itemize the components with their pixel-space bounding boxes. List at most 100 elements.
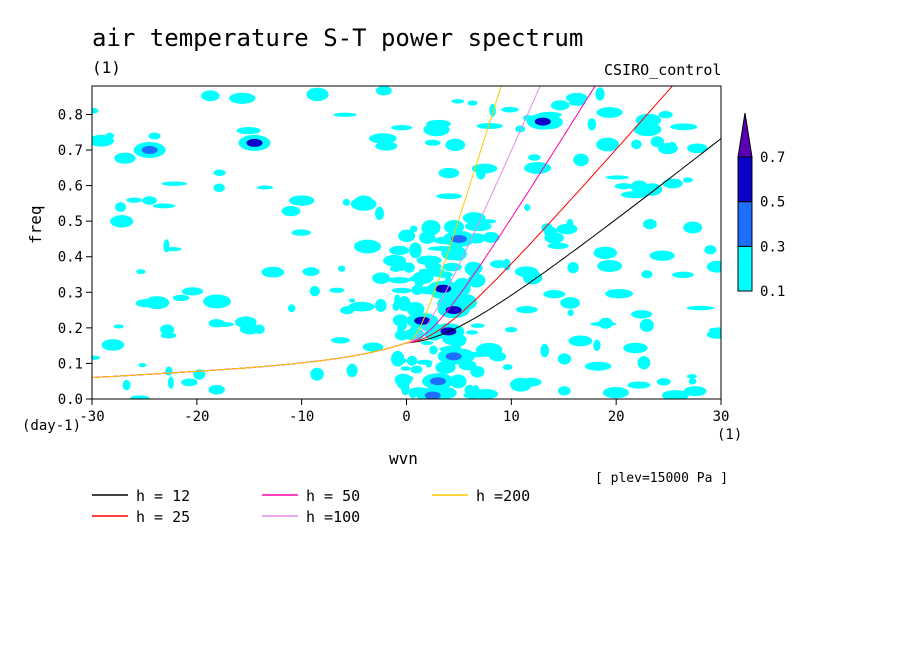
power-band-patch [429,345,438,355]
power-band-patch [409,225,418,233]
noise-patch [375,86,392,96]
noise-patch [234,316,257,328]
power-band-patch [467,273,486,288]
power-band-patch [419,231,436,244]
noise-patch [543,290,566,299]
noise-patch [329,287,345,293]
noise-patch [201,90,220,102]
x-tick-label: 30 [713,409,730,425]
power-band-patch [391,287,412,294]
noise-patch [623,342,648,354]
power-band-patch [410,365,423,374]
noise-patch [281,205,301,217]
noise-patch [686,305,715,311]
noise-patch [541,223,553,233]
noise-patch [482,231,500,243]
noise-patch [136,269,146,275]
x-axis-label: wvn [389,449,418,468]
colorbar-label: 0.7 [760,150,785,166]
power-blob [450,234,467,243]
noise-patch [340,306,355,315]
y-tick-label: 0.3 [58,285,83,301]
noise-patch [631,139,642,150]
power-blob [429,377,446,386]
plev-annotation: [ plev=15000 Pa ] [595,471,729,486]
legend-label: h =100 [306,508,360,526]
noise-patch [114,152,136,164]
noise-patch [130,395,150,399]
noise-patch [287,304,296,313]
power-band-patch [400,366,411,371]
noise-patch [522,270,543,285]
noise-patch [164,247,182,252]
noise-patch [369,133,397,144]
power-band-patch [391,350,405,367]
noise-patch [451,99,465,104]
noise-patch [476,166,486,180]
noise-patch [309,285,321,297]
x-tick-label: -20 [184,409,209,425]
noise-patch [631,310,653,319]
noise-patch [587,118,597,131]
noise-patch [683,221,703,234]
y-tick-label: 0.1 [58,356,83,372]
power-blob [435,284,452,293]
noise-patch [348,298,356,303]
power-band-patch [398,229,416,243]
noise-patch [306,87,329,102]
noise-patch [348,301,375,312]
noise-patch [505,326,518,333]
noise-patch [557,353,572,365]
noise-patch [101,339,125,351]
noise-patch [524,166,544,172]
noise-patch [657,142,678,155]
noise-patch [337,265,346,272]
y-tick-label: 0.6 [58,179,83,195]
power-band-patch [433,271,454,278]
legend-label: h =200 [476,487,530,505]
noise-patch [346,363,358,378]
noise-patch [593,339,601,352]
power-band-patch [470,323,485,328]
noise-patch [425,139,441,146]
noise-patch [688,378,697,385]
noise-patch [502,364,513,370]
noise-patch [423,123,450,137]
x-tick-label: 0 [402,409,410,425]
dispersion-curve [92,138,721,378]
noise-patch [489,260,508,268]
noise-patch [605,175,630,180]
noise-patch [602,386,629,399]
noise-patch [658,111,673,119]
x-axis-unit: (1) [717,427,743,443]
noise-patch [515,125,526,133]
model-label: CSIRO_control [604,61,722,79]
noise-patch [372,272,391,284]
noise-patch [160,324,175,335]
chart-title: air temperature S-T power spectrum [92,24,584,52]
noise-patch [649,250,675,261]
noise-patch [310,367,324,381]
noise-patch [92,107,99,114]
noise-patch [528,154,541,161]
noise-patch [662,178,683,189]
power-band-patch [397,321,405,337]
dispersion-curve [92,86,502,378]
legend-label: h = 50 [306,487,360,505]
power-band-patch [464,261,482,276]
power-band-patch [420,340,434,345]
power-band-patch [470,365,485,378]
power-band-patch [389,245,410,256]
noise-patch [641,270,653,279]
noise-patch [92,134,115,147]
noise-patch [213,183,225,193]
noise-patch [516,306,538,314]
power-band-patch [409,242,422,259]
noise-patch [590,321,617,327]
noise-patch [566,218,574,229]
colorbar-label: 0.3 [760,239,785,255]
noise-patch [464,221,492,232]
y-tick-label: 0.4 [58,250,83,266]
noise-patch [375,299,387,312]
power-band-patch [449,374,467,389]
